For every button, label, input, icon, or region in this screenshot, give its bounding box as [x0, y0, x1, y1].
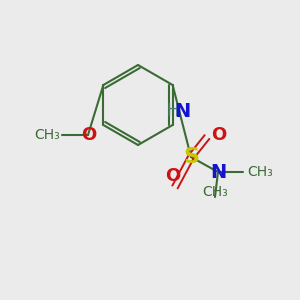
Text: CH₃: CH₃	[202, 185, 228, 199]
Text: O: O	[81, 126, 97, 144]
Text: O: O	[165, 167, 181, 185]
Text: CH₃: CH₃	[34, 128, 60, 142]
Text: H: H	[167, 102, 179, 120]
Text: N: N	[210, 163, 226, 182]
Text: O: O	[211, 126, 226, 144]
Text: S: S	[183, 147, 199, 167]
Text: N: N	[175, 102, 191, 121]
Text: CH₃: CH₃	[247, 165, 273, 179]
